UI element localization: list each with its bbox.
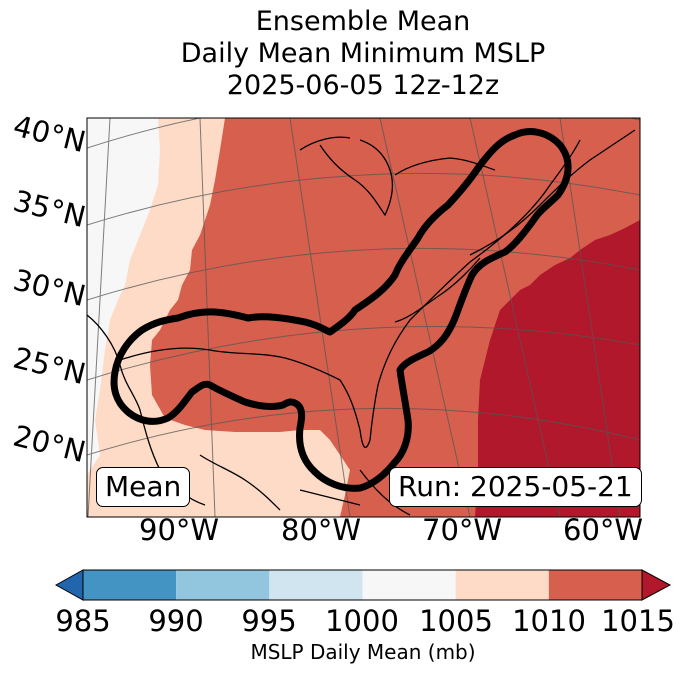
lon-label-60w: 60°W [563, 513, 644, 547]
lon-label-80w: 80°W [281, 513, 362, 547]
colorbar-frame [82, 569, 643, 601]
colorbar-tick-1005: 1005 [419, 604, 493, 638]
colorbar-tick-1000: 1000 [325, 604, 399, 638]
colorbar-segment-985 [83, 570, 177, 600]
colorbar-tick-990: 990 [148, 604, 204, 638]
colorbar-tick-985: 985 [55, 604, 111, 638]
colorbar-segment-1010 [548, 570, 642, 600]
colorbar-segment-1005 [455, 570, 549, 600]
colorbar-segment-1000 [362, 570, 456, 600]
map-frame [86, 117, 641, 518]
colorbar-extend-high [641, 569, 672, 601]
lon-label-70w: 70°W [422, 513, 503, 547]
colorbar-segment-990 [176, 570, 270, 600]
title-line-1: Ensemble Mean [255, 6, 471, 37]
contour-1005-mb [110, 128, 572, 492]
field-1010-1015 [475, 220, 640, 517]
colorbar-tick-995: 995 [241, 604, 297, 638]
title-line-2: Daily Mean Minimum MSLP [180, 38, 546, 69]
colorbar-tick-1010: 1010 [512, 604, 586, 638]
title-line-3: 2025-06-05 12z-12z [226, 70, 500, 101]
lon-label-90w: 90°W [139, 513, 220, 547]
mean-annotation: Mean [96, 467, 191, 507]
colorbar-label: MSLP Daily Mean (mb) [250, 640, 476, 664]
colorbar-extend-low [54, 569, 84, 601]
colorbar-segment-995 [269, 570, 363, 600]
run-date-annotation: Run: 2025-05-21 [389, 467, 642, 507]
coastlines [87, 129, 636, 516]
colorbar-tick-1015: 1015 [601, 604, 675, 638]
